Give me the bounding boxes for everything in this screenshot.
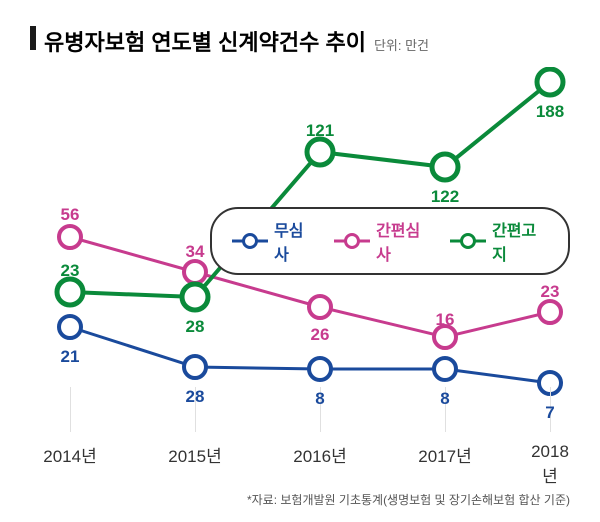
data-marker [537,69,563,95]
data-label: 23 [541,282,560,302]
chart-container: 유병자보험 연도별 신계약건수 추이 단위: 만건 2014년 2015년 2016… [0,0,600,522]
legend-label: 무심사 [274,217,316,265]
legend-label: 간편심사 [376,217,432,265]
year-label: 2016년 [293,442,346,467]
data-label: 8 [440,389,449,409]
year-label: 2015년 [168,442,221,467]
data-marker [434,358,456,380]
legend-item: 무심사 [232,217,316,265]
data-marker [539,301,561,323]
data-label: 28 [186,387,205,407]
data-marker [59,226,81,248]
data-marker [184,261,206,283]
data-marker [307,139,333,165]
data-label: 8 [315,389,324,409]
legend-circle-icon [344,233,360,249]
data-marker [309,358,331,380]
data-marker [432,154,458,180]
legend-item: 간편고지 [450,217,548,265]
legend: 무심사 간편심사 간편고지 [210,207,570,275]
data-label: 56 [61,205,80,225]
title-row: 유병자보험 연도별 신계약건수 추이 단위: 만건 [30,25,570,57]
chart-area: 2014년2015년2016년2017년2018년212888756342616… [30,67,570,467]
legend-circle-icon [460,233,476,249]
data-label: 28 [186,317,205,337]
grid-line [70,387,71,432]
chart-unit: 단위: 만건 [374,35,429,54]
year-label: 2018년 [531,442,569,487]
data-label: 26 [311,325,330,345]
data-marker [59,316,81,338]
data-label: 21 [61,347,80,367]
legend-item: 간편심사 [334,217,432,265]
data-marker [309,296,331,318]
year-label: 2014년 [43,442,96,467]
data-marker [57,279,83,305]
data-marker [184,356,206,378]
data-label: 188 [536,102,564,122]
title-bar [30,26,36,50]
data-label: 7 [545,403,554,423]
data-label: 16 [436,310,455,330]
source-text: *자료: 보험개발원 기초통계(생명보험 및 장기손해보험 합산 기준) [247,491,570,508]
legend-marker [232,232,268,250]
legend-circle-icon [242,233,258,249]
chart-title: 유병자보험 연도별 신계약건수 추이 [44,25,366,57]
year-label: 2017년 [418,442,471,467]
data-label: 122 [431,187,459,207]
legend-marker [450,232,486,250]
data-marker [182,284,208,310]
data-label: 23 [61,261,80,281]
data-label: 34 [186,242,205,262]
legend-marker [334,232,370,250]
legend-label: 간편고지 [492,217,548,265]
data-label: 121 [306,121,334,141]
